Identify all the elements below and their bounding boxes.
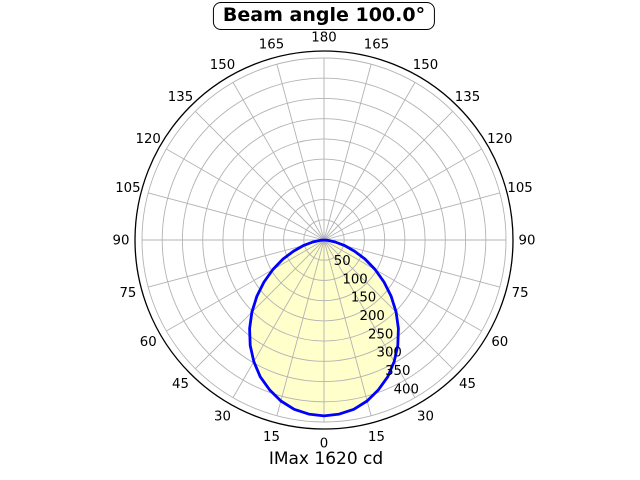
angular-tick-label: 15	[368, 430, 385, 445]
angular-tick-label: 30	[417, 409, 434, 424]
imax-label: IMax 1620 cd	[268, 449, 384, 469]
angular-tick-label: 0	[320, 437, 328, 452]
angular-tick-label: 45	[459, 377, 476, 392]
angular-tick-label: 60	[140, 335, 157, 350]
radial-tick-label: 350	[385, 364, 410, 379]
grid-spoke	[194, 110, 325, 241]
grid-spoke	[323, 239, 416, 398]
radial-tick-label: 300	[377, 346, 402, 361]
grid-spoke	[323, 239, 500, 288]
radial-tick-label: 250	[368, 327, 393, 342]
radial-tick-label: 400	[394, 382, 419, 397]
grid-spoke	[323, 148, 482, 241]
grid-spoke	[148, 239, 325, 288]
grid-spoke	[166, 148, 325, 241]
grid-spoke	[194, 239, 325, 370]
grid-spoke	[276, 239, 325, 416]
grid-spoke	[323, 82, 416, 241]
radial-tick-label: 150	[351, 291, 376, 306]
angular-tick-label: 150	[210, 58, 235, 73]
angular-tick-label: 120	[136, 132, 161, 147]
grid-spoke	[323, 110, 454, 241]
grid-spoke	[148, 192, 325, 241]
angular-tick-label: 135	[168, 90, 193, 105]
angular-tick-label: 165	[364, 38, 389, 53]
angular-tick-label: 105	[115, 181, 140, 196]
grid-spoke	[276, 64, 325, 241]
angular-tick-label: 105	[507, 181, 532, 196]
angular-tick-label: 75	[119, 286, 136, 301]
outer-circle	[134, 50, 514, 430]
radial-tick-label: 200	[360, 309, 385, 324]
grid-spoke	[323, 64, 372, 241]
angular-tick-label: 15	[263, 430, 280, 445]
angular-tick-label: 150	[413, 58, 438, 73]
angular-tick-label: 120	[487, 132, 512, 147]
angular-tick-label: 45	[172, 377, 189, 392]
grid-spoke	[323, 239, 454, 370]
radial-tick-label: 100	[342, 272, 367, 287]
grid-spoke	[323, 239, 372, 416]
angular-tick-label: 165	[259, 38, 284, 53]
angular-tick-label: 90	[113, 234, 130, 249]
angular-tick-label: 180	[311, 31, 336, 46]
angular-tick-label: 75	[512, 286, 529, 301]
angular-tick-label: 135	[455, 90, 480, 105]
radial-tick-label: 50	[334, 254, 351, 269]
beam-curve	[248, 238, 400, 418]
angular-tick-label: 30	[214, 409, 231, 424]
grid-spoke	[166, 239, 325, 332]
grid-spoke	[232, 239, 325, 398]
grid-spoke	[232, 82, 325, 241]
grid-spoke	[323, 239, 482, 332]
grid-spoke	[323, 192, 500, 241]
chart-title: Beam angle 100.0°	[212, 2, 436, 30]
angular-tick-label: 60	[491, 335, 508, 350]
angular-tick-label: 90	[519, 234, 536, 249]
